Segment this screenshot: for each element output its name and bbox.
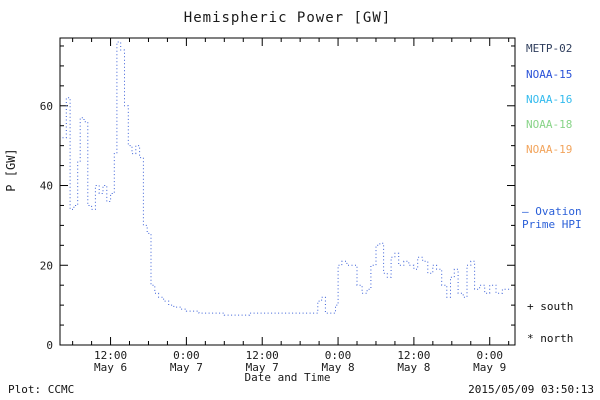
y-tick-label: 40: [40, 180, 53, 193]
y-tick-label: 20: [40, 259, 53, 272]
legend-north-marker: * north: [527, 332, 574, 345]
hpi-series-line: [62, 41, 512, 316]
legend-item-noaa18: NOAA-18: [526, 118, 573, 131]
ovation-label-line2: Prime HPI: [522, 218, 582, 231]
x-axis-label: Date and Time: [244, 371, 331, 384]
chart-title: Hemispheric Power [GW]: [183, 10, 392, 26]
x-tick-time-label: 12:00: [246, 349, 279, 362]
legend-item-noaa19: NOAA-19: [526, 143, 573, 156]
x-tick-date-label: May 7: [170, 361, 203, 374]
generation-timestamp: 2015/05/09 03:50:13: [468, 383, 594, 396]
y-tick-label: 60: [40, 100, 53, 113]
x-tick-time-label: 0:00: [325, 349, 352, 362]
x-tick-date-label: May 7: [246, 361, 279, 374]
x-tick-date-label: May 9: [473, 361, 506, 374]
x-tick-time-label: 0:00: [476, 349, 503, 362]
x-tick-time-label: 0:00: [173, 349, 200, 362]
x-tick-time-label: 12:00: [397, 349, 430, 362]
x-tick-date-label: May 6: [94, 361, 127, 374]
legend-south-marker: + south: [527, 300, 574, 313]
ovation-label-line1: – Ovation: [522, 205, 582, 218]
x-tick-date-label: May 8: [321, 361, 354, 374]
x-tick-time-label: 12:00: [94, 349, 127, 362]
axis-box: [59, 37, 516, 346]
y-axis-label: P [GW]: [4, 148, 18, 192]
legend-ovation-prime-hpi: – Ovation Prime HPI: [522, 205, 582, 231]
y-tick-label: 0: [46, 339, 53, 352]
legend-item-noaa15: NOAA-15: [526, 68, 573, 81]
plot-credit: Plot: CCMC: [8, 383, 75, 396]
legend-item-metp02: METP-02: [526, 42, 573, 55]
x-tick-date-label: May 8: [397, 361, 430, 374]
legend-item-noaa16: NOAA-16: [526, 93, 573, 106]
